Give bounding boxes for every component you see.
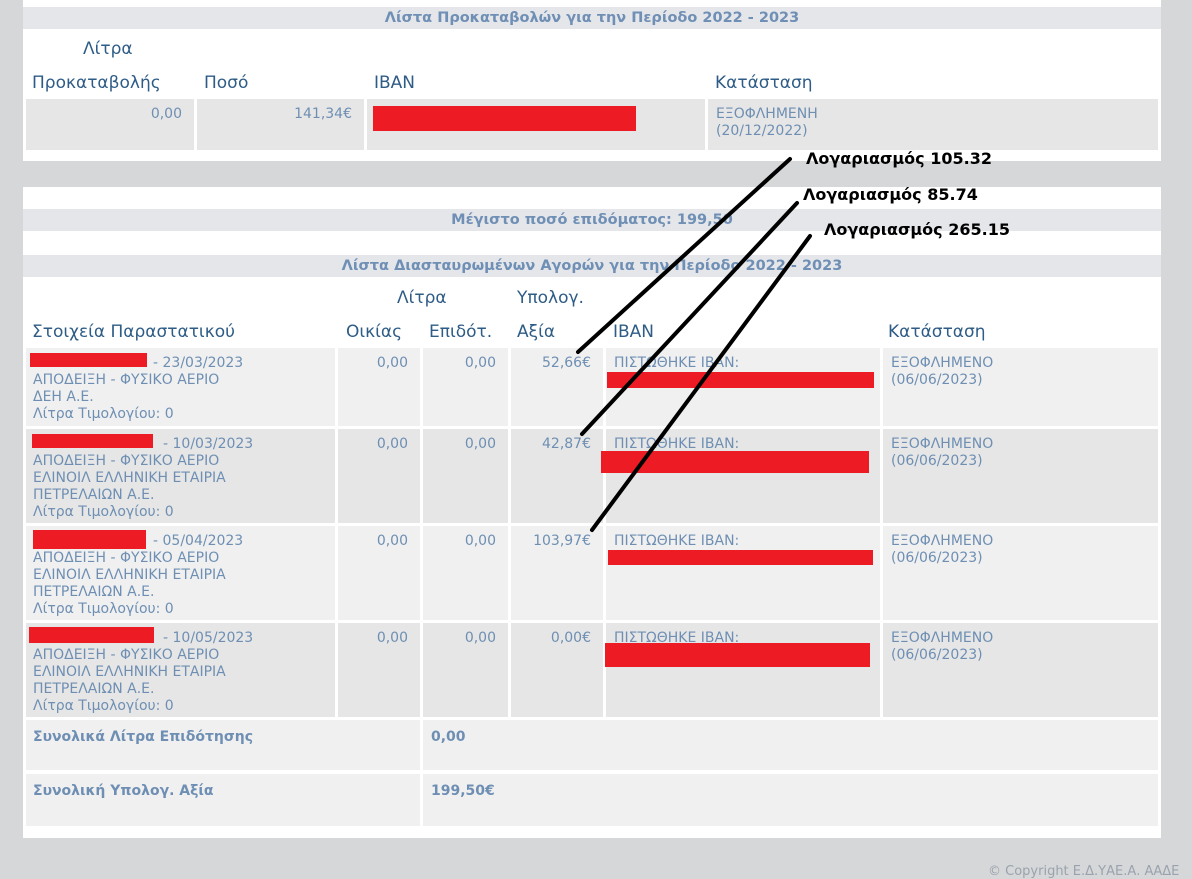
purchase-vendor-2: ΠΕΤΡΕΛΑΙΩΝ Α.Ε. [33,681,155,697]
annotation-line-2 [580,201,799,436]
redaction-iban-3 [608,550,873,565]
advances-title: Λίστα Προκαταβολών για την Περίοδο 2022 … [23,7,1161,29]
annotation-label-3: Λογαριασμός 265.15 [824,220,1010,239]
status-date: (06/06/2023) [891,647,983,663]
purchase-row-4-iban: ΠΙΣΤΩΘΗΚΕ IBAN: [606,623,880,717]
purchase-row-2-axia: 42,87€ [511,429,603,523]
header-litra-top: Λίτρα [397,288,447,308]
purchase-vendor: ΕΛΙΝΟΙΛ ΕΛΛΗΝΙΚΗ ΕΤΑΙΡΙΑ [33,470,226,486]
advance-status-date: (20/12/2022) [716,123,808,139]
total-axia-value: 199,50€ [423,774,1158,826]
redaction-doc-3 [33,530,146,549]
header-oikias: Οικίας [346,322,403,342]
purchase-date: - 05/04/2023 [153,533,244,549]
purchase-row-4-epidot: 0,00 [423,623,508,717]
max-amount: Μέγιστο ποσό επιδόματος: 199,50 [23,209,1161,231]
purchase-date: - 23/03/2023 [153,355,244,371]
total-litra-value: 0,00 [423,720,1158,770]
status-text: ΕΞΟΦΛΗΜΕΝΟ [891,436,994,452]
header-axia: Αξία [517,322,556,342]
purchase-vendor: ΕΛΙΝΟΙΛ ΕΛΛΗΝΙΚΗ ΕΤΑΙΡΙΑ [33,664,226,680]
purchase-litra-label: Λίτρα Τιμολογίου: 0 [33,406,174,422]
advance-status: ΕΞΟΦΛΗΜΕΝΗ (20/12/2022) [708,99,1158,150]
purchase-row-3-epidot: 0,00 [423,526,508,620]
purchases-title: Λίστα Διασταυρωμένων Αγορών για την Περί… [23,255,1161,277]
purchase-row-3-axia: 103,97€ [511,526,603,620]
redaction-doc-2 [32,434,153,448]
purchase-type: ΑΠΟΔΕΙΞΗ - ΦΥΣΙΚΟ ΑΕΡΙΟ [33,372,220,388]
status-text: ΕΞΟΦΛΗΜΕΝΟ [891,355,994,371]
header-litra: Λίτρα [83,39,133,59]
status-text: ΕΞΟΦΛΗΜΕΝΟ [891,533,994,549]
header-katastasi: Κατάσταση [888,322,986,342]
header-poso: Ποσό [204,73,249,93]
purchase-vendor-2: ΠΕΤΡΕΛΑΙΩΝ Α.Ε. [33,487,155,503]
header-ypolog-top: Υπολογ. [517,288,584,308]
purchase-row-3-iban: ΠΙΣΤΩΘΗΚΕ IBAN: [606,526,880,620]
annotation-line-1 [576,157,792,354]
purchase-row-2-epidot: 0,00 [423,429,508,523]
status-date: (06/06/2023) [891,372,983,388]
purchase-vendor: ΔΕΗ Α.Ε. [33,389,94,405]
total-litra-label: Συνολικά Λίτρα Επιδότησης [26,720,420,770]
purchase-litra-label: Λίτρα Τιμολογίου: 0 [33,698,174,714]
header-stoixeia: Στοιχεία Παραστατικού [32,322,235,342]
purchase-row-1-status: ΕΞΟΦΛΗΜΕΝΟ (06/06/2023) [883,348,1158,426]
purchase-row-2-oikias: 0,00 [338,429,420,523]
status-date: (06/06/2023) [891,453,983,469]
purchase-row-2-status: ΕΞΟΦΛΗΜΕΝΟ (06/06/2023) [883,429,1158,523]
header-epidot: Επιδότ. [429,322,493,342]
redaction-advance-iban [373,106,636,131]
purchase-row-4-status: ΕΞΟΦΛΗΜΕΝΟ (06/06/2023) [883,623,1158,717]
redaction-doc-1 [30,353,147,367]
header-iban: IBAN [613,322,655,342]
purchase-date: - 10/05/2023 [163,630,254,646]
purchase-row-1-epidot: 0,00 [423,348,508,426]
status-date: (06/06/2023) [891,550,983,566]
purchase-row-2-iban: ΠΙΣΤΩΘΗΚΕ IBAN: [606,429,880,523]
purchase-litra-label: Λίτρα Τιμολογίου: 0 [33,601,174,617]
header-iban: IBAN [374,73,416,93]
purchase-row-4-axia: 0,00€ [511,623,603,717]
redaction-iban-2 [601,451,869,473]
header-prokataboli: Προκαταβολής [32,73,161,93]
status-text: ΕΞΟΦΛΗΜΕΝΟ [891,630,994,646]
purchase-type: ΑΠΟΔΕΙΞΗ - ΦΥΣΙΚΟ ΑΕΡΙΟ [33,453,220,469]
advance-litra: 0,00 [26,99,194,150]
purchase-type: ΑΠΟΔΕΙΞΗ - ΦΥΣΙΚΟ ΑΕΡΙΟ [33,550,220,566]
purchase-vendor: ΕΛΙΝΟΙΛ ΕΛΛΗΝΙΚΗ ΕΤΑΙΡΙΑ [33,567,226,583]
total-axia-label: Συνολική Υπολογ. Αξία [26,774,420,826]
purchase-row-3-details: - 05/04/2023 ΑΠΟΔΕΙΞΗ - ΦΥΣΙΚΟ ΑΕΡΙΟ ΕΛΙ… [26,526,335,620]
purchase-litra-label: Λίτρα Τιμολογίου: 0 [33,504,174,520]
purchase-date: - 10/03/2023 [163,436,254,452]
redaction-doc-4 [29,627,154,643]
purchases-panel: Μέγιστο ποσό επιδόματος: 199,50 Λίστα Δι… [23,187,1161,838]
purchase-type: ΑΠΟΔΕΙΞΗ - ΦΥΣΙΚΟ ΑΕΡΙΟ [33,647,220,663]
purchase-row-1-axia: 52,66€ [511,348,603,426]
annotation-label-1: Λογαριασμός 105.32 [806,149,992,168]
purchase-vendor-2: ΠΕΤΡΕΛΑΙΩΝ Α.Ε. [33,584,155,600]
redaction-iban-4 [605,643,870,667]
copyright: © Copyright Ε.Δ.ΥΑΕ.Α. ΑΑΔΕ [988,864,1180,879]
purchase-row-4-oikias: 0,00 [338,623,420,717]
purchase-row-3-oikias: 0,00 [338,526,420,620]
purchase-row-3-status: ΕΞΟΦΛΗΜΕΝΟ (06/06/2023) [883,526,1158,620]
header-katastasi: Κατάσταση [715,73,813,93]
purchase-row-1-oikias: 0,00 [338,348,420,426]
redaction-iban-1 [607,372,874,388]
annotation-line-3 [590,234,812,532]
advance-poso: 141,34€ [197,99,364,150]
advance-status-text: ΕΞΟΦΛΗΜΕΝΗ [716,106,818,122]
annotation-label-2: Λογαριασμός 85.74 [803,185,978,204]
